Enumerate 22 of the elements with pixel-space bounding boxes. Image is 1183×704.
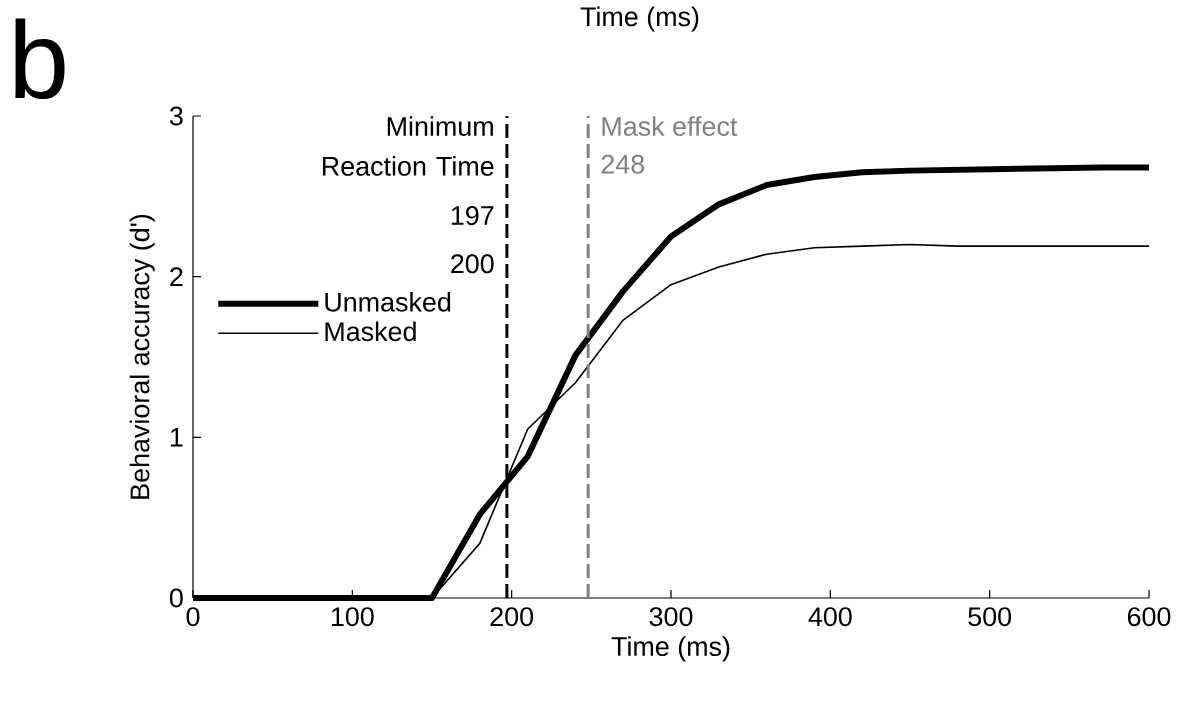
x-tick-label: 600 — [1127, 607, 1171, 627]
annotation: 197 — [451, 206, 494, 226]
annotation: 248 — [601, 154, 645, 174]
x-tick-label: 0 — [186, 607, 200, 627]
y-tick-label: 1 — [170, 428, 183, 447]
text: Time (ms) — [580, 6, 699, 32]
x-axis-title: Time (ms) — [611, 636, 730, 662]
ref-line-label: Minimum Reaction Time — [322, 116, 494, 176]
y-tick-label: 0 — [169, 588, 183, 608]
y-tick-label: 3 — [169, 106, 183, 126]
x-tick-label: 100 — [331, 607, 374, 627]
x-tick-label: 400 — [808, 607, 852, 627]
y-tick-label: 2 — [170, 267, 183, 287]
ref-line-label: Mask effect — [602, 116, 738, 136]
legend-label: Unmasked — [325, 291, 451, 312]
text: b — [15, 18, 65, 100]
legend-label: Masked — [325, 321, 416, 342]
x-tick-label: 200 — [490, 607, 534, 627]
y-axis-title: Behavioral accuracy (d') — [129, 214, 155, 499]
x-tick-label: 300 — [649, 607, 693, 627]
annotation: 200 — [451, 254, 494, 274]
x-tick-label: 500 — [968, 607, 1012, 627]
